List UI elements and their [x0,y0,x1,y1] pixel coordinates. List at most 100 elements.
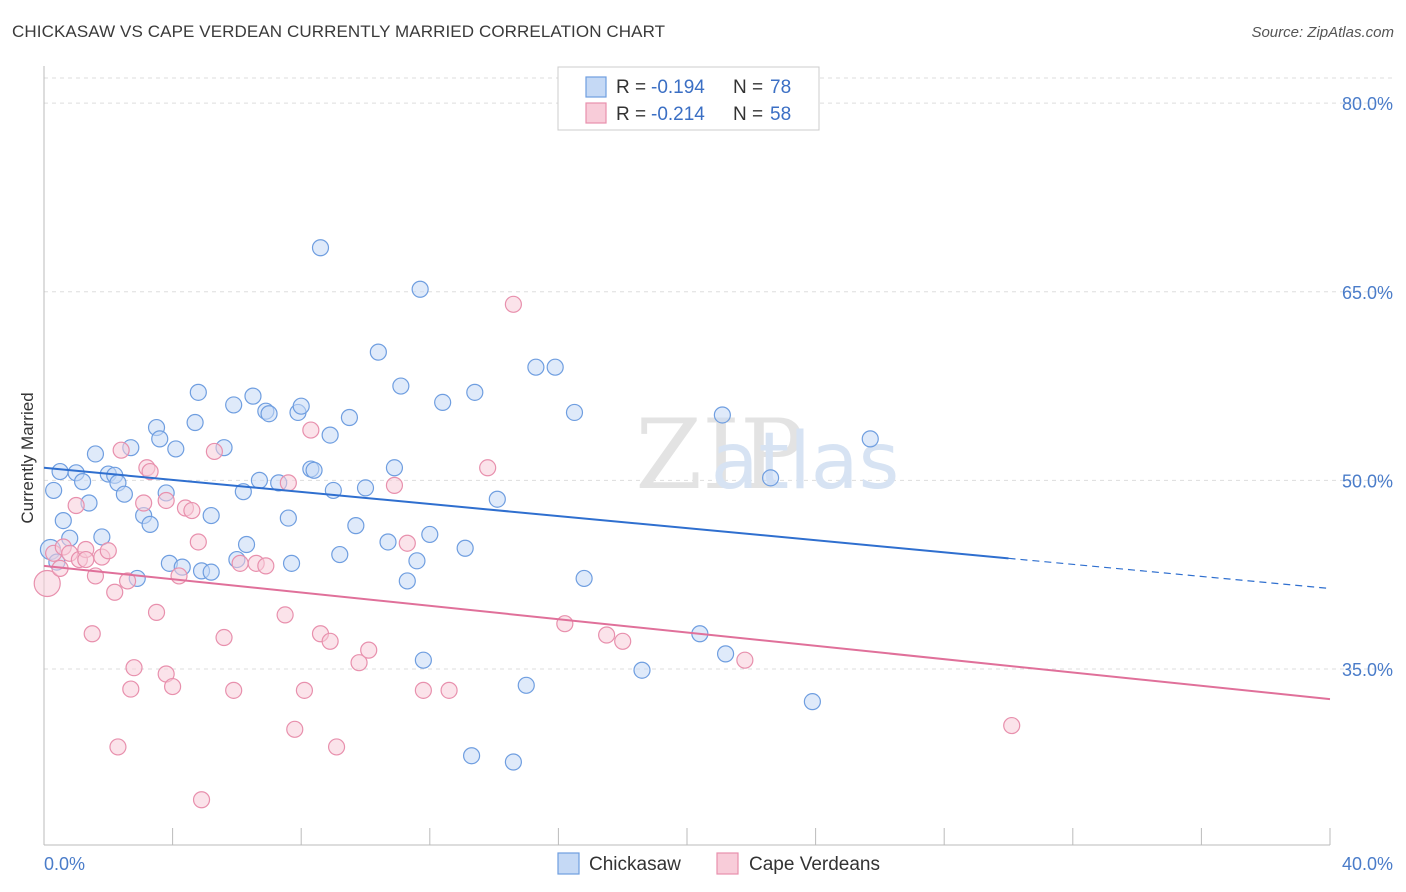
cape-verdean-point [33,569,61,598]
cape-verdean-point [556,615,574,633]
chickasaw-point [340,408,359,427]
bottom-legend: Chickasaw Cape Verdeans [557,852,880,875]
cape-verdean-point [231,554,249,572]
y-tick-label: 80.0% [1342,94,1393,114]
cape-verdean-point [286,720,304,738]
legend-r-label-chickasaw: R = [616,77,646,98]
cape-verdean-point [67,496,85,515]
chickasaw-point [565,403,584,422]
chickasaw-point [408,552,426,570]
legend-r-value-cape-verdeans: -0.214 [651,104,705,125]
chickasaw-point [279,509,297,527]
legend-n-value-cape-verdeans: 58 [770,104,791,125]
cape-verdean-point [112,441,130,459]
y-tick-label: 35.0% [1342,660,1393,680]
cape-verdean-point [192,791,211,809]
cape-verdean-point [205,442,223,461]
cape-verdean-point [295,681,314,699]
chickasaw-point [237,535,256,554]
chickasaw-point [321,426,339,444]
cape-verdean-point [170,567,188,585]
data-points [33,239,1021,809]
chickasaw-point [347,517,365,535]
cape-verdean-point [321,632,339,650]
cape-verdean-point [157,491,175,510]
cape-verdean-point [1003,716,1021,735]
cape-verdean-point [479,459,497,477]
chart-title: CHICKASAW VS CAPE VERDEAN CURRENTLY MARR… [12,22,666,41]
chickasaw-point [282,554,301,572]
source-label: Source: ZipAtlas.com [1251,24,1394,41]
bottom-legend-swatch-chickasaw [557,852,580,875]
cape-verdean-point [147,603,166,621]
chickasaw-point [385,459,404,477]
chickasaw-point [861,430,879,448]
cape-verdean-point [302,421,320,439]
cape-verdean-point [414,681,432,699]
chickasaw-point [54,511,72,530]
chickasaw-point [761,469,780,487]
cape-verdean-point [109,738,127,756]
chickasaw-point [225,396,243,414]
cape-verdean-point [77,550,95,569]
legend-r-value-chickasaw: -0.194 [651,77,705,98]
cape-verdean-point [327,738,346,756]
chickasaw-point [462,747,481,765]
axes [43,66,1331,846]
legend-box: R = -0.194 N = 78 R = -0.214 N = 58 [557,66,820,131]
chickasaw-point [527,358,545,376]
cape-verdean-point [141,462,159,481]
chickasaw-point [331,545,349,564]
cape-verdean-point [736,651,754,669]
chickasaw-point [434,393,452,412]
chickasaw-point [575,569,593,588]
chickasaw-point [466,383,484,401]
chickasaw-point [250,471,269,489]
chickasaw-point [73,473,92,491]
chickasaw-point [398,572,416,590]
trend-lines [43,466,1331,701]
cape-verdean-point [257,557,275,575]
cape-verdean-point [360,641,378,659]
legend-r-label-cape-verdeans: R = [616,104,646,125]
chickasaw-point [456,539,474,557]
chickasaw-point [504,753,522,771]
x-tick-label-max: 40.0% [1342,854,1393,874]
chickasaw-point [311,239,330,257]
cape-verdean-trend-line [43,564,1331,701]
legend-swatch-cape-verdeans [585,102,607,124]
chickasaw-point [414,651,432,669]
chickasaw-point [517,676,535,694]
cape-verdean-point [135,494,153,512]
cape-verdean-point [614,632,632,650]
chickasaw-point [546,358,564,376]
cape-verdean-point [350,654,368,672]
cape-verdean-point [385,476,404,494]
chickasaw-point [202,506,220,525]
y-tick-labels: 35.0% 50.0% 65.0% 80.0% [1342,94,1393,680]
chickasaw-point [633,661,651,679]
chickasaw-point [167,440,185,458]
cape-verdean-point [99,542,117,560]
chickasaw-point [186,413,204,432]
chickasaw-point [488,490,506,508]
chickasaw-point [716,645,735,663]
chickasaw-point [305,461,323,479]
cape-verdean-point [118,572,137,590]
chickasaw-trend-line [43,466,1009,560]
chickasaw-point [803,693,821,711]
cape-verdean-point [183,501,201,520]
chickasaw-point [151,430,169,448]
grid-lines [44,77,1393,670]
legend-n-label-chickasaw: N = [733,77,763,98]
cape-verdean-point [598,626,616,644]
cape-verdean-point [215,628,233,647]
cape-verdean-point [276,606,294,624]
chickasaw-point [93,528,111,546]
cape-verdean-point [225,681,243,699]
cape-verdean-point [279,474,297,492]
chickasaw-point [141,515,159,533]
chickasaw-point [244,387,262,405]
bottom-legend-label-chickasaw: Chickasaw [589,854,681,875]
